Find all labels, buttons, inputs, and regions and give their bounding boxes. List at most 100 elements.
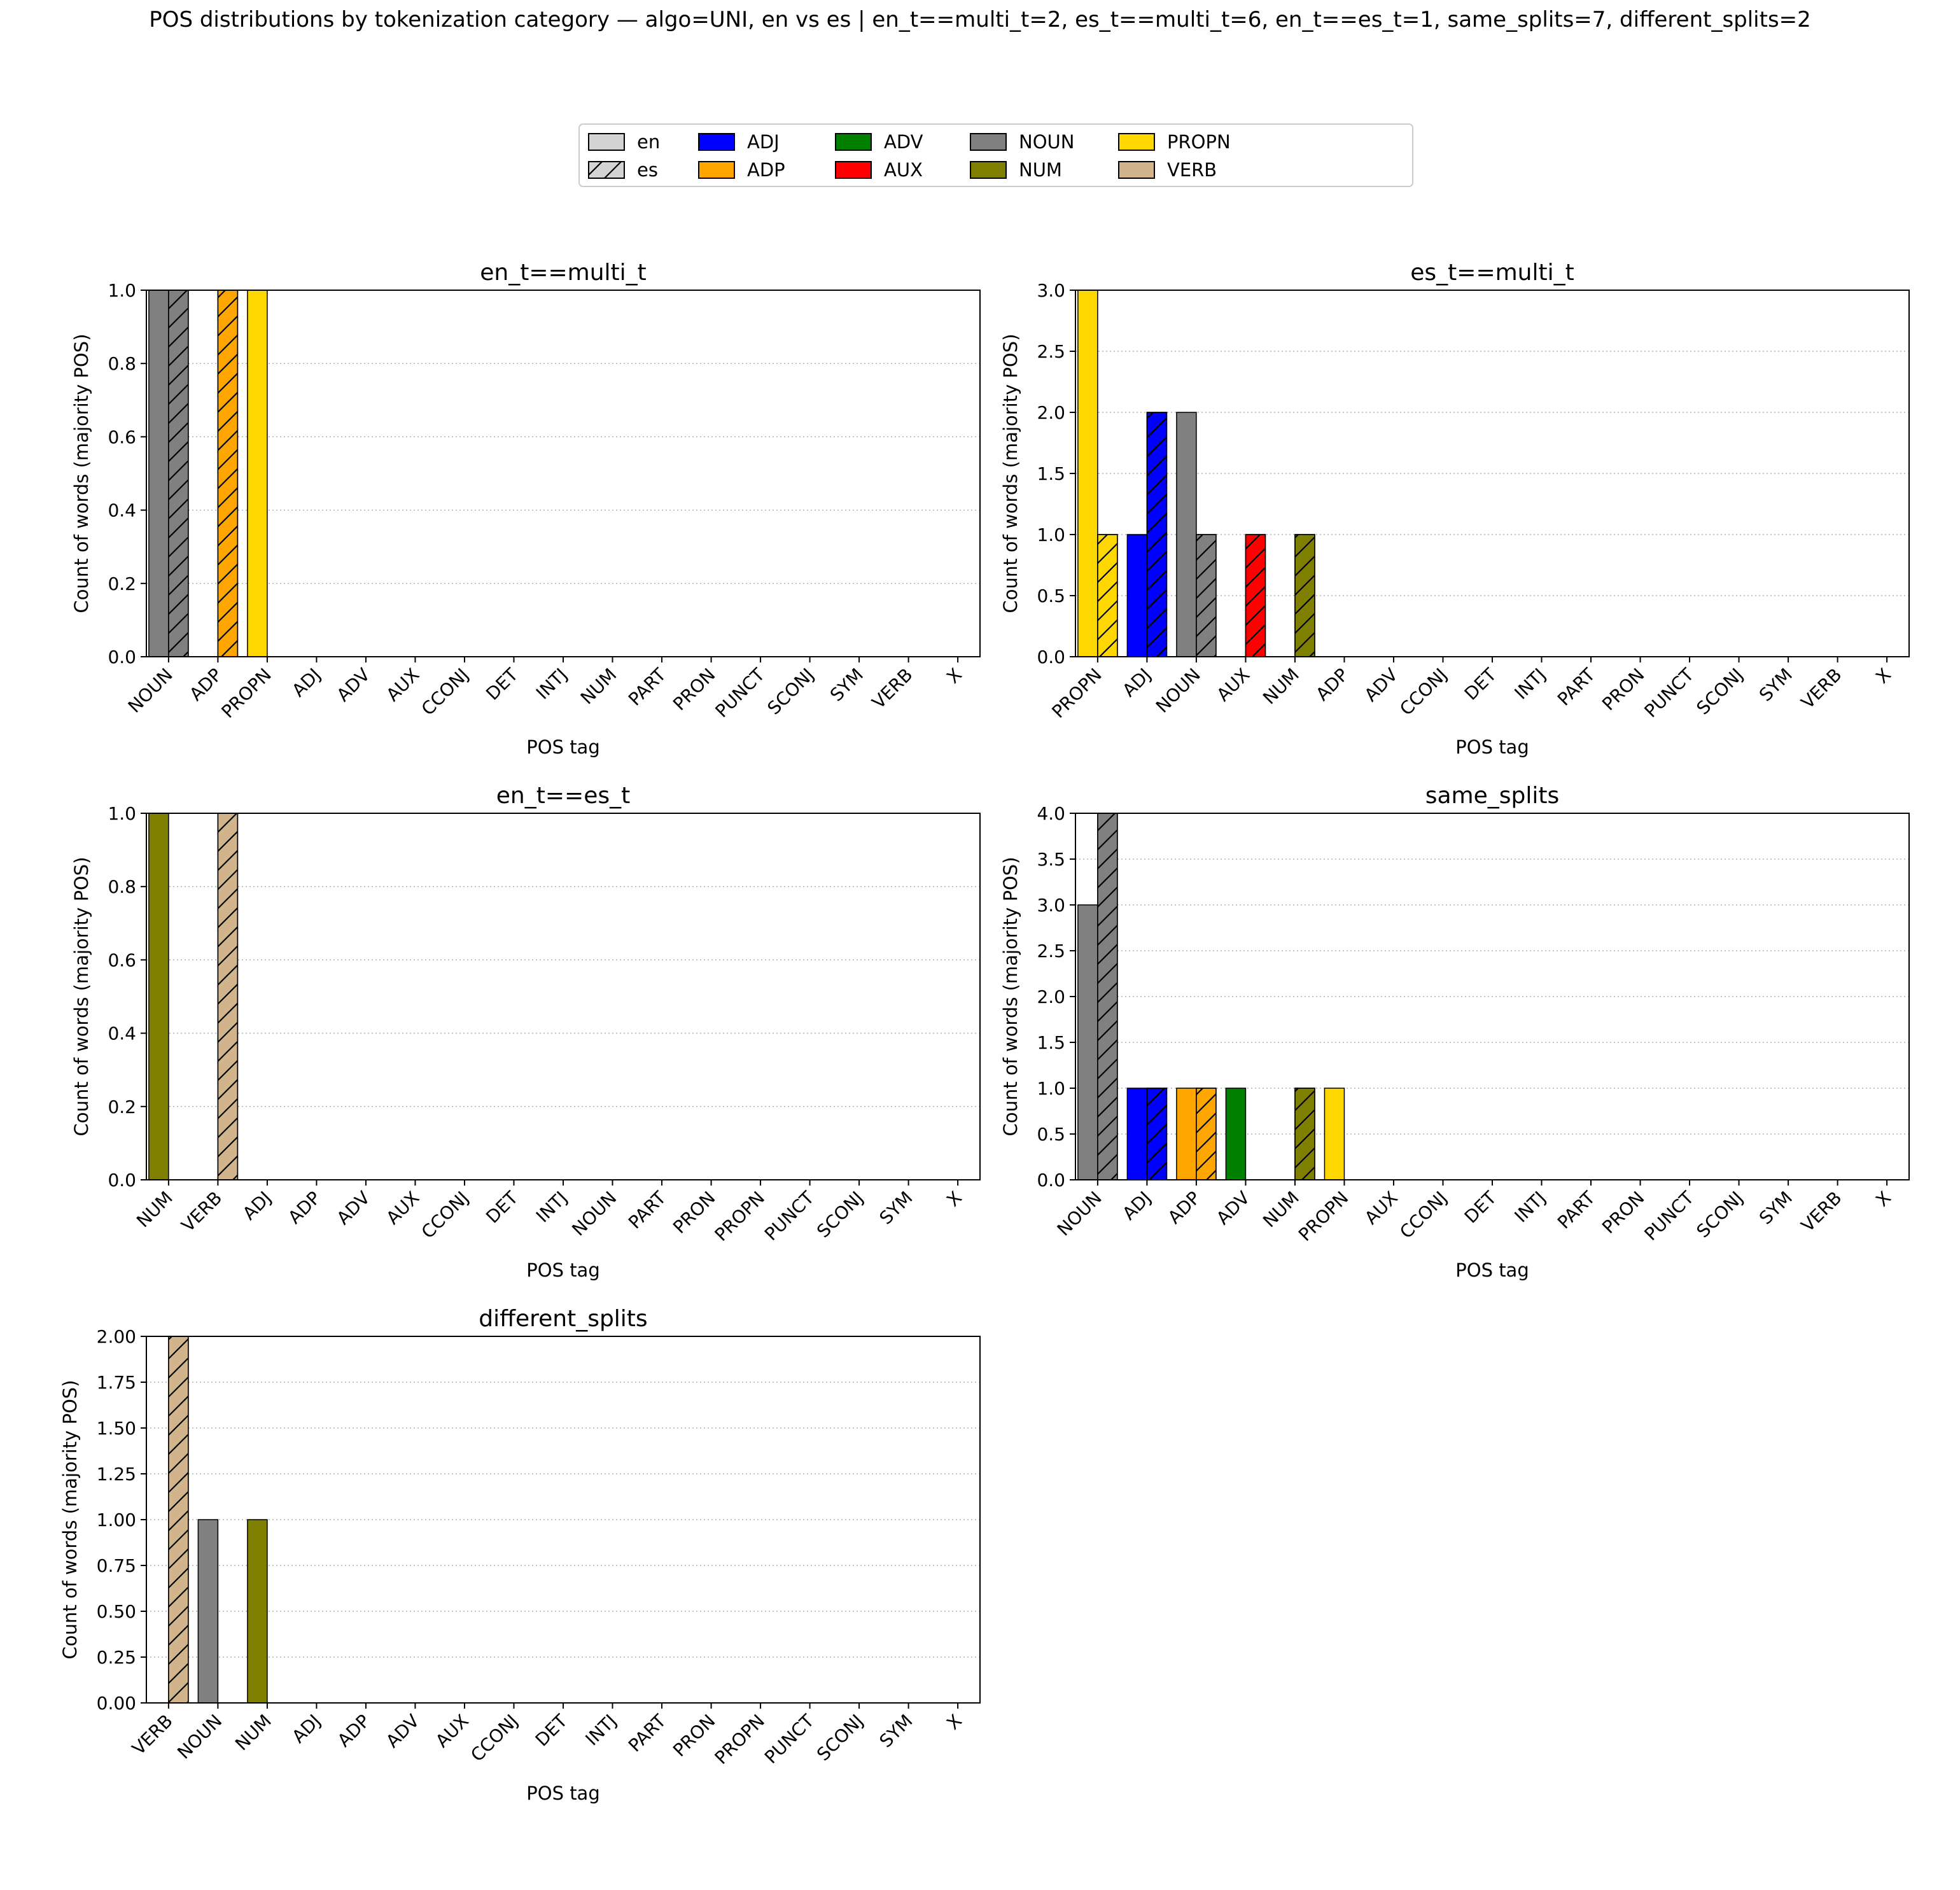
y-tick-label: 0.00 [97,1693,136,1714]
legend-item-adp: ADP [698,159,785,181]
subplot-title: en_t==multi_t [480,260,647,286]
x-axis-label: POS tag [526,736,600,758]
y-tick-label: 0.0 [1037,647,1065,668]
y-tick-label: 3.5 [1037,849,1065,870]
bar-en-propn [1324,1088,1345,1180]
bar-en-num [148,813,169,1180]
legend-swatch-aux [835,161,872,179]
legend-item-adj: ADJ [698,131,780,153]
y-tick-label: 1.5 [1037,463,1065,484]
legend-item-adv: ADV [835,131,923,153]
y-tick-label: 0.5 [1037,1124,1065,1145]
bar-en-noun [148,290,169,657]
legend: en es ADJ ADP ADV AUX NOUN NUM PROPN VERB [578,123,1413,187]
legend-item-en: en [588,131,660,153]
y-tick-label: 1.00 [97,1509,136,1530]
bar-hatch-adj [1146,412,1168,657]
y-tick-label: 2.0 [1037,402,1065,423]
bar-hatch-verb [217,813,239,1180]
bar-en-adj [1126,534,1148,657]
bar-hatch-noun [1196,534,1217,657]
y-tick-label: 0.25 [97,1647,136,1668]
x-axis-label: POS tag [526,1782,600,1804]
y-tick-label: 0.8 [108,353,136,374]
subplot-title: es_t==multi_t [1410,260,1574,286]
y-tick-label: 4.0 [1037,803,1065,824]
legend-label-propn: PROPN [1167,131,1231,153]
y-axis-label: Count of words (majority POS) [71,857,92,1136]
legend-item-propn: PROPN [1118,131,1231,153]
bar-hatch-adj [1146,1088,1168,1180]
y-tick-label: 0.6 [108,426,136,447]
legend-label-adj: ADJ [747,131,780,153]
y-tick-label: 0.6 [108,949,136,970]
axes-frame [146,813,981,1180]
x-axis-label: POS tag [1455,1259,1529,1281]
y-tick-label: 1.0 [1037,524,1065,545]
legend-label-verb: VERB [1167,159,1217,181]
y-tick-label: 1.0 [1037,1078,1065,1099]
bar-en-propn [1077,290,1098,657]
y-tick-label: 2.0 [1037,986,1065,1007]
legend-item-num: NUM [970,159,1062,181]
y-axis-label: Count of words (majority POS) [1000,857,1021,1136]
legend-swatch-num [970,161,1007,179]
subplot-title: different_splits [479,1306,647,1332]
legend-label-es: es [637,159,658,181]
y-tick-label: 1.50 [97,1418,136,1439]
bar-hatch-propn [1097,534,1118,657]
y-axis-label: Count of words (majority POS) [71,333,92,613]
legend-label-adv: ADV [884,131,923,153]
y-tick-label: 0.0 [108,1170,136,1191]
figure-title: POS distributions by tokenization catego… [149,7,1811,32]
y-tick-label: 2.00 [97,1326,136,1347]
legend-item-aux: AUX [835,159,923,181]
y-tick-label: 0.50 [97,1601,136,1622]
y-tick-label: 0.5 [1037,585,1065,606]
legend-label-adp: ADP [747,159,785,181]
legend-swatch-adj [698,133,735,151]
legend-hatch-es [588,161,625,179]
bar-en-adv [1225,1088,1247,1180]
legend-swatch-verb [1118,161,1155,179]
bar-en-noun [1176,412,1197,657]
bar-hatch-noun [1097,813,1118,1180]
legend-label-noun: NOUN [1019,131,1074,153]
bar-en-propn [247,290,268,657]
bar-hatch-noun [168,290,189,657]
axes-frame [1075,813,1910,1180]
legend-swatch-en [588,133,625,151]
legend-label-en: en [637,131,660,153]
y-axis-label: Count of words (majority POS) [1000,333,1021,613]
bar-en-noun [1077,904,1098,1180]
y-tick-label: 1.0 [108,803,136,824]
y-tick-label: 1.5 [1037,1032,1065,1053]
y-axis-label: Count of words (majority POS) [59,1380,81,1659]
y-tick-label: 1.0 [108,280,136,301]
legend-swatch-propn [1118,133,1155,151]
bar-en-adp [1176,1088,1197,1180]
legend-item-es: es [588,159,658,181]
y-tick-label: 0.4 [108,1023,136,1044]
y-tick-label: 0.8 [108,876,136,897]
bar-en-num [247,1519,268,1704]
legend-label-num: NUM [1019,159,1062,181]
y-tick-label: 0.0 [108,647,136,668]
y-tick-label: 2.5 [1037,341,1065,362]
y-tick-label: 3.0 [1037,280,1065,301]
y-tick-label: 1.75 [97,1372,136,1393]
bar-hatch-adp [1196,1088,1217,1180]
axes-frame [1075,290,1910,657]
subplot-title: same_splits [1425,783,1560,809]
bar-hatch-num [1294,534,1315,657]
axes-frame [146,290,981,657]
bar-hatch-aux [1245,534,1266,657]
y-tick-label: 1.25 [97,1464,136,1485]
legend-swatch-noun [970,133,1007,151]
bar-hatch-adp [217,290,239,657]
legend-frame [578,123,1413,187]
y-tick-label: 0.2 [108,573,136,594]
legend-swatch-adv [835,133,872,151]
legend-swatch-adp [698,161,735,179]
